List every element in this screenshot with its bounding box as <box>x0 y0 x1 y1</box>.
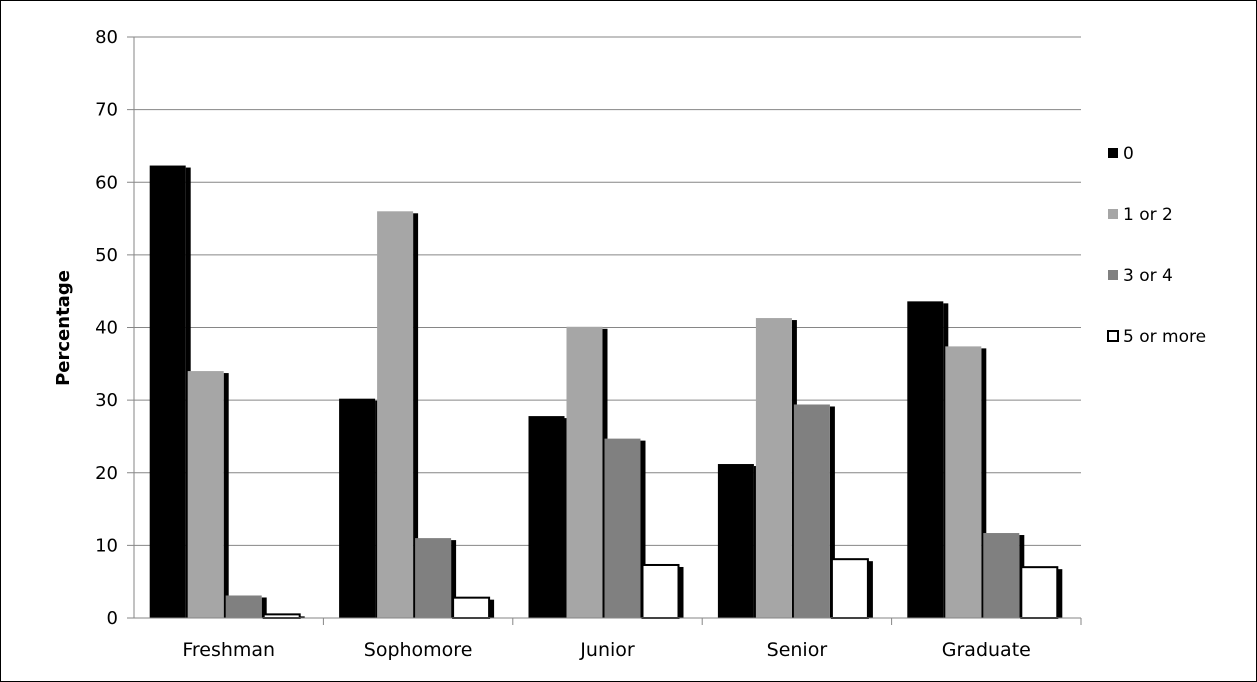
bar-shadow <box>299 616 305 618</box>
bar-1-1 <box>377 211 414 619</box>
bar-shadow <box>261 597 267 618</box>
y-tick-label: 70 <box>95 100 118 121</box>
bar-2-3 <box>641 563 680 620</box>
y-tick-label: 80 <box>95 27 118 48</box>
legend-swatch <box>1108 209 1118 219</box>
bar-shadow <box>640 440 646 618</box>
y-tick-label: 50 <box>95 245 118 266</box>
bar-1-2 <box>415 538 452 618</box>
bar-0-0 <box>149 165 186 618</box>
bar-0-2 <box>225 595 262 618</box>
y-axis-ticks: 0 10 20 30 40 50 60 70 80 <box>95 27 134 629</box>
bar-0-3 <box>262 613 301 620</box>
bar-1-0 <box>339 398 376 618</box>
bar-shadow <box>413 213 419 619</box>
x-axis-labels: Freshman Sophomore Junior Senior Graduate <box>182 618 1082 661</box>
y-tick-label: 40 <box>95 318 118 339</box>
x-tick-label: Senior <box>767 639 828 661</box>
legend-label: 1 or 2 <box>1123 205 1173 225</box>
bar-2-2 <box>604 438 641 618</box>
bar-shadow <box>1057 569 1063 618</box>
y-tick-label: 20 <box>95 463 118 484</box>
bar-shadow <box>829 406 835 618</box>
bar-4-1 <box>945 346 982 618</box>
x-tick-label: Graduate <box>942 639 1031 661</box>
bar-4-2 <box>983 533 1020 618</box>
bars <box>149 165 1063 620</box>
bar-0-1 <box>187 371 224 618</box>
bar-3-2 <box>793 404 830 618</box>
axes <box>133 37 1081 619</box>
legend-swatch <box>1108 148 1118 158</box>
legend: 0 1 or 2 3 or 4 5 or more <box>1107 144 1206 347</box>
legend-swatch <box>1108 270 1118 280</box>
legend-label: 0 <box>1123 144 1134 164</box>
y-tick-label: 60 <box>95 172 118 193</box>
legend-label: 3 or 4 <box>1123 266 1173 286</box>
bar-1-3 <box>452 596 491 619</box>
bar-shadow <box>451 540 457 618</box>
x-tick-label: Junior <box>579 639 635 661</box>
y-tick-label: 30 <box>95 390 118 411</box>
legend-label: 5 or more <box>1123 327 1206 347</box>
x-tick-label: Freshman <box>182 639 275 661</box>
bar-shadow <box>678 566 684 618</box>
x-tick-label: Sophomore <box>364 639 473 661</box>
y-tick-label: 10 <box>95 535 118 556</box>
bar-4-3 <box>1020 566 1059 619</box>
legend-swatch <box>1107 330 1119 342</box>
y-tick-label: 0 <box>107 608 118 629</box>
bar-shadow <box>223 373 229 618</box>
bar-3-0 <box>717 464 754 618</box>
bar-shadow <box>981 348 987 618</box>
bar-2-1 <box>566 326 603 618</box>
bar-2-0 <box>528 416 565 618</box>
bar-4-0 <box>907 301 944 618</box>
bar-3-3 <box>830 558 869 620</box>
y-axis-title: Percentage <box>53 270 74 386</box>
bar-shadow <box>867 561 873 618</box>
bar-3-1 <box>755 318 792 618</box>
bar-shadow <box>489 599 495 618</box>
